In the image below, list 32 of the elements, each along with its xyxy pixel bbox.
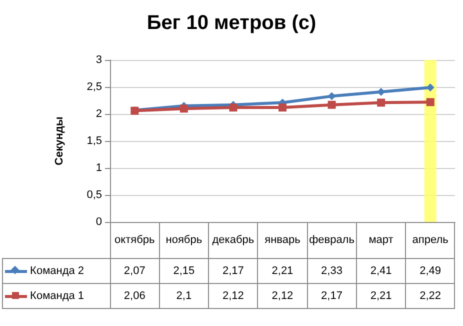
data-label: 2,33 bbox=[307, 258, 356, 284]
data-label: 2,12 bbox=[258, 284, 308, 308]
data-label: 2,17 bbox=[307, 284, 356, 308]
y-tick-label: 2 bbox=[96, 108, 102, 120]
y-tick-label: 2,5 bbox=[86, 81, 102, 93]
x-tick-label: март bbox=[356, 222, 406, 258]
x-tick-label: октябрь bbox=[110, 222, 160, 258]
x-tick-label: ноябрь bbox=[159, 222, 209, 258]
data-label: 2,1 bbox=[159, 284, 209, 308]
x-tick-label: апрель bbox=[406, 222, 455, 258]
legend-label: Команда 1 bbox=[2, 284, 110, 308]
data-label: 2,12 bbox=[208, 284, 258, 308]
data-label: 2,49 bbox=[406, 258, 455, 284]
chart-title: Бег 10 метров (с) bbox=[146, 12, 316, 34]
legend-label: Команда 2 bbox=[2, 258, 110, 284]
y-axis-title: Секунды bbox=[54, 116, 66, 166]
data-label: 2,06 bbox=[110, 284, 160, 308]
data-label: 2,21 bbox=[258, 258, 308, 284]
data-label: 2,07 bbox=[110, 258, 160, 284]
y-tick-label: 0,5 bbox=[86, 189, 102, 201]
data-label: 2,22 bbox=[406, 284, 455, 308]
data-label: 2,15 bbox=[159, 258, 209, 284]
data-label: 2,41 bbox=[356, 258, 406, 284]
x-tick-label: декабрь bbox=[208, 222, 258, 258]
y-tick-label: 1 bbox=[96, 162, 102, 174]
x-tick-label: февраль bbox=[307, 222, 356, 258]
data-label: 2,21 bbox=[356, 284, 406, 308]
y-tick-label: 3 bbox=[96, 54, 102, 66]
y-tick-label: 1,5 bbox=[86, 135, 102, 147]
x-tick-label: январь bbox=[258, 222, 308, 258]
y-tick-label: 0 bbox=[96, 216, 102, 228]
data-label: 2,17 bbox=[208, 258, 258, 284]
